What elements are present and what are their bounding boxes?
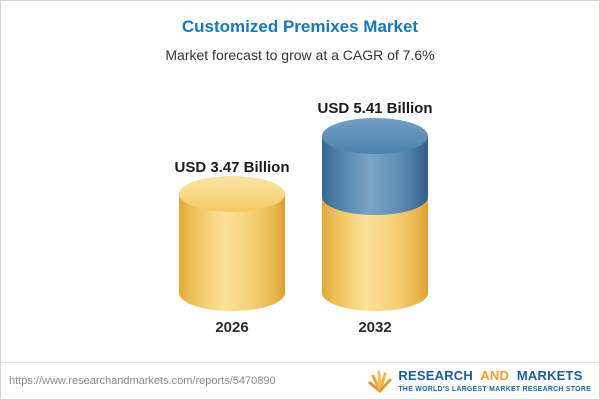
value-label-2026: USD 3.47 Billion xyxy=(174,159,290,176)
logo-tagline: THE WORLD'S LARGEST MARKET RESEARCH STOR… xyxy=(398,385,591,393)
bar-2032-top-cap xyxy=(322,118,428,154)
source-url[interactable]: https://www.researchandmarkets.com/repor… xyxy=(9,375,276,387)
logo-word-research: RESEARCH xyxy=(398,367,473,383)
bar-2032 xyxy=(322,118,428,311)
bar-2026-body xyxy=(179,194,285,311)
bar-2026 xyxy=(179,176,285,311)
researchandmarkets-logo: RESEARCH AND MARKETS THE WORLD'S LARGEST… xyxy=(368,367,591,394)
x-label-2026: 2026 xyxy=(215,319,249,336)
bar-2032-bottom-segment xyxy=(322,197,428,311)
footer-bar: https://www.researchandmarkets.com/repor… xyxy=(1,362,599,399)
chart-title: Customized Premixes Market xyxy=(181,17,419,36)
value-label-2032: USD 5.41 Billion xyxy=(317,100,433,117)
bar-2026-top-cap xyxy=(179,176,285,212)
logo-word-and: AND xyxy=(480,367,510,383)
logo-wordmark: RESEARCH AND MARKETS xyxy=(398,367,583,384)
x-label-2032: 2032 xyxy=(358,319,392,336)
chart-subtitle: Market forecast to grow at a CAGR of 7.6… xyxy=(165,47,435,63)
logo-word-markets: MARKETS xyxy=(516,367,583,383)
logo-text: RESEARCH AND MARKETS THE WORLD'S LARGEST… xyxy=(398,367,591,394)
logo-fan-icon xyxy=(368,370,392,393)
